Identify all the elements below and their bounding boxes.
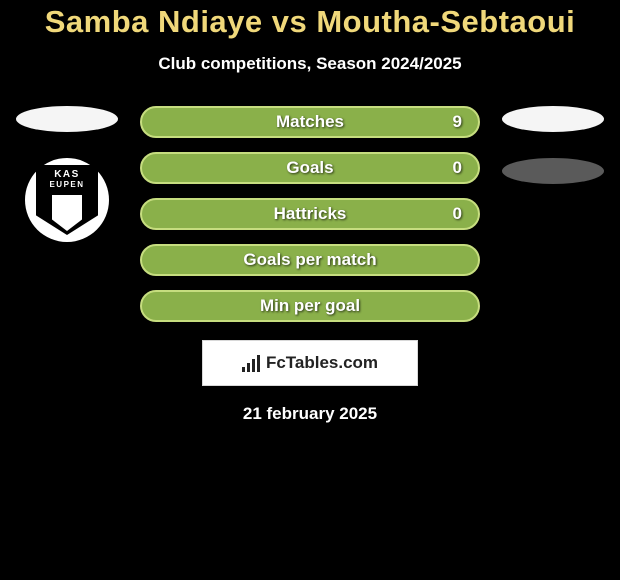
- club-badge-eupen-shield: KAS EUPEN: [36, 165, 98, 235]
- stat-label: Goals: [286, 158, 333, 178]
- club-badge-eupen: KAS EUPEN: [25, 158, 109, 242]
- fctables-logo-text: FcTables.com: [266, 353, 378, 373]
- player1-badge-ellipse: [16, 106, 118, 132]
- page-title: Samba Ndiaye vs Moutha-Sebtaoui: [0, 0, 620, 40]
- player2-badge-ellipse-2: [502, 158, 604, 184]
- stat-value: 0: [453, 158, 462, 178]
- stat-label: Goals per match: [243, 250, 376, 270]
- right-player-col: [498, 106, 608, 184]
- club-badge-inner-shield: [52, 195, 82, 231]
- stat-label: Min per goal: [260, 296, 360, 316]
- stat-bar: Min per goal: [140, 290, 480, 322]
- stat-bar: Goals per match: [140, 244, 480, 276]
- club-badge-text-kas: KAS: [54, 169, 80, 180]
- stat-bar: Goals 0: [140, 152, 480, 184]
- stat-label: Matches: [276, 112, 344, 132]
- comparison-row: KAS EUPEN Matches9Goals0Hattricks0Goals …: [0, 106, 620, 322]
- fctables-logo: FcTables.com: [202, 340, 418, 386]
- date-text: 21 february 2025: [0, 404, 620, 424]
- player2-badge-ellipse-1: [502, 106, 604, 132]
- club-badge-text-eupen: EUPEN: [49, 180, 84, 189]
- fctables-bars-icon: [242, 354, 260, 372]
- stat-bar: Hattricks 0: [140, 198, 480, 230]
- stat-bar: Matches 9: [140, 106, 480, 138]
- subtitle: Club competitions, Season 2024/2025: [0, 54, 620, 74]
- left-player-col: KAS EUPEN: [12, 106, 122, 242]
- stat-value: 0: [453, 204, 462, 224]
- stats-column: Matches 9 Goals 0 Hattricks 0 Goals per match M…: [140, 106, 480, 322]
- stat-value: 9: [453, 112, 462, 132]
- stat-label: Hattricks: [274, 204, 347, 224]
